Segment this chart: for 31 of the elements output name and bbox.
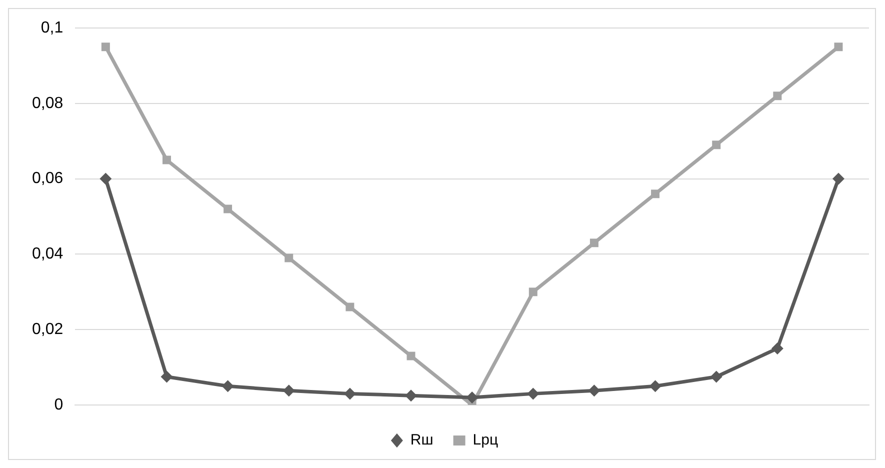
point [284,254,294,262]
point [651,190,660,198]
point [101,42,110,52]
point [590,238,598,248]
point [222,380,234,392]
y-tick-label: 0,08 [32,94,64,112]
y-tick-label: 0,1 [40,19,64,36]
legend-label: Lpц [472,432,498,449]
point [100,172,112,185]
legend-label: Rш [410,432,434,449]
point [224,204,232,214]
point [528,288,538,296]
y-tick-label: 0,04 [32,246,64,263]
point [834,42,843,52]
point [710,370,722,383]
point [773,92,782,100]
y-tick-label: 0,06 [32,170,64,188]
point [406,352,416,360]
point [771,342,784,354]
point [832,172,844,185]
point [344,388,356,400]
point [162,156,171,164]
y-tick-label: 0,02 [32,321,64,338]
point [588,384,600,397]
point [649,380,662,392]
point [346,302,354,312]
point [160,370,173,383]
point [712,140,721,150]
point [282,384,295,397]
y-tick-label: 0 [54,396,64,414]
point [527,388,540,400]
